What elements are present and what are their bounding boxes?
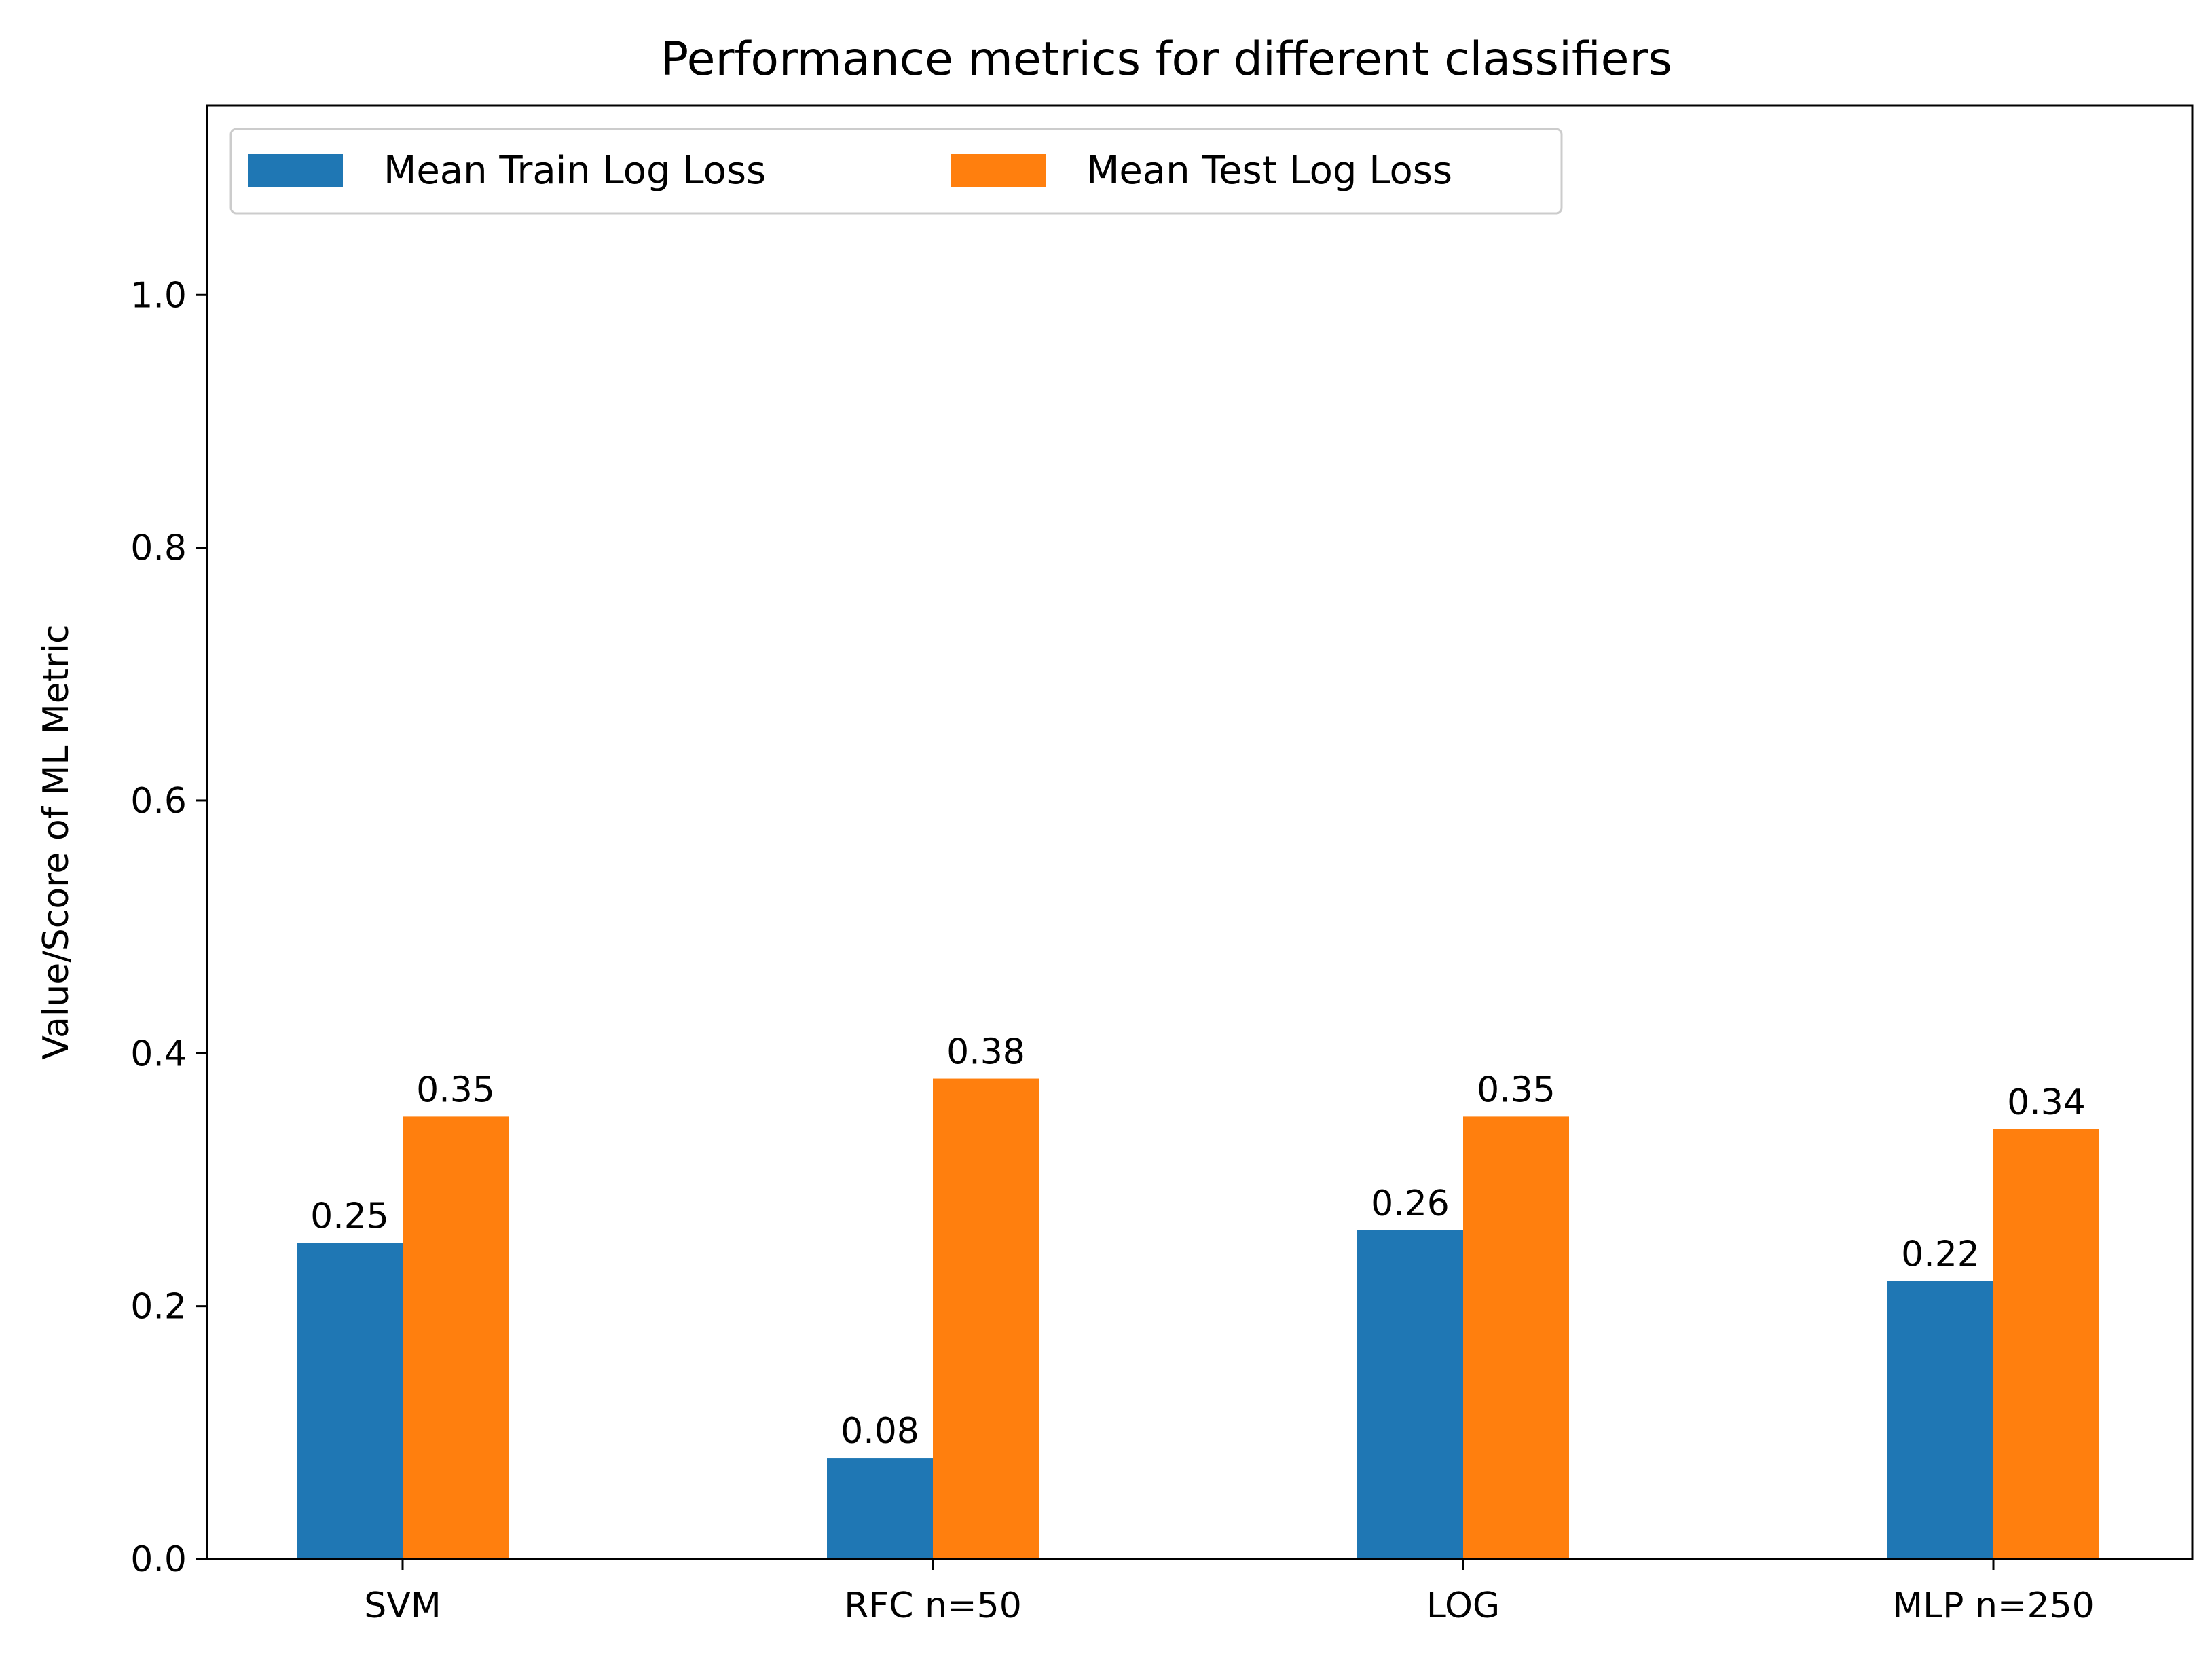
x-axis: SVM RFC n=50 LOG MLP n=250 — [364, 1559, 2095, 1626]
bar-test-3 — [1993, 1129, 2099, 1559]
bar-test-2 — [1463, 1116, 1569, 1559]
bar-value-label-test-0: 0.35 — [416, 1069, 495, 1110]
legend: Mean Train Log Loss Mean Test Log Loss — [229, 128, 1563, 215]
legend-swatch-1 — [951, 154, 1046, 187]
y-tick-label-5: 1.0 — [130, 275, 187, 316]
plot-frame — [206, 104, 2194, 1560]
bar-test-1 — [933, 1078, 1039, 1559]
legend-label-1: Mean Test Log Loss — [1086, 149, 1452, 193]
bar-train-0 — [297, 1243, 403, 1559]
bar-value-label-train-3: 0.22 — [1901, 1234, 1980, 1274]
y-tick-label-1: 0.2 — [130, 1287, 187, 1327]
bar-train-1 — [827, 1458, 933, 1559]
y-axis: 0.0 0.2 0.4 0.6 0.8 1.0 — [130, 275, 207, 1580]
bar-value-label-train-2: 0.26 — [1371, 1184, 1450, 1224]
bar-value-label-test-2: 0.35 — [1477, 1069, 1555, 1110]
y-axis-label: Value/Score of ML Metric — [36, 624, 77, 1059]
bar-value-label-test-1: 0.38 — [946, 1032, 1025, 1073]
x-tick-label-3: MLP n=250 — [1892, 1585, 2095, 1626]
bar-test-0 — [403, 1116, 509, 1559]
bar-value-label-train-1: 0.08 — [841, 1411, 919, 1452]
y-tick-label-2: 0.4 — [130, 1033, 187, 1074]
chart-title: Performance metrics for different classi… — [661, 33, 1672, 86]
bar-value-label-train-0: 0.25 — [310, 1196, 389, 1237]
bars-group — [297, 1078, 2099, 1559]
bar-train-3 — [1887, 1281, 1993, 1559]
x-tick-label-1: RFC n=50 — [844, 1585, 1022, 1626]
x-tick-label-0: SVM — [364, 1585, 441, 1626]
bar-train-2 — [1357, 1230, 1463, 1559]
bar-value-label-test-3: 0.34 — [2007, 1082, 2086, 1123]
legend-label-0: Mean Train Log Loss — [384, 149, 766, 193]
legend-frame — [229, 128, 1563, 215]
bar-labels-group: 0.25 0.08 0.26 0.22 0.35 0.38 0.35 0.34 — [310, 1032, 2086, 1452]
y-tick-label-4: 0.8 — [130, 528, 187, 569]
y-tick-label-0: 0.0 — [130, 1539, 187, 1580]
legend-swatch-0 — [248, 154, 343, 187]
x-tick-label-2: LOG — [1426, 1585, 1500, 1626]
y-tick-label-3: 0.6 — [130, 781, 187, 822]
